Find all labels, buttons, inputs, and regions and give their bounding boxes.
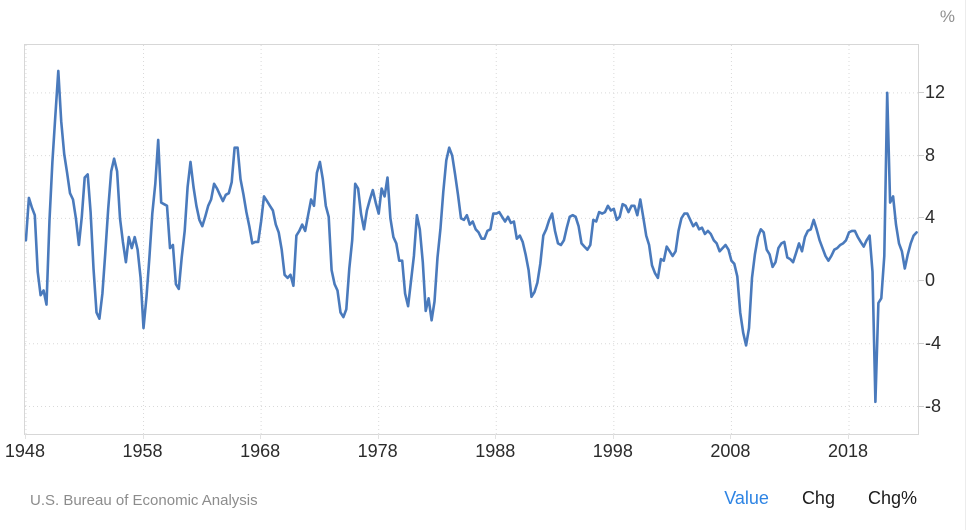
x-tick-label: 1968: [240, 441, 281, 461]
x-tick-mark: [495, 434, 497, 439]
gdp-growth-line-chart: [25, 45, 918, 434]
y-tick-label: 0: [925, 270, 936, 291]
view-tabs: Value Chg Chg%: [724, 488, 917, 509]
x-tick-label: 1998: [592, 441, 633, 461]
y-tick-mark: [918, 280, 924, 282]
y-tick-mark: [918, 91, 924, 93]
y-tick-label: 8: [925, 144, 936, 165]
x-tick-label: 1948: [4, 441, 45, 461]
chart-plot-area[interactable]: [24, 44, 919, 435]
y-tick-mark: [918, 154, 924, 156]
y-tick-label: 4: [925, 207, 936, 228]
y-tick-label: 12: [925, 81, 946, 102]
tab-chg[interactable]: Chg: [801, 488, 835, 508]
y-tick-mark: [918, 342, 924, 344]
y-tick-mark: [918, 217, 924, 219]
panel-divider: [965, 0, 966, 530]
tab-chg-pct[interactable]: Chg%: [867, 488, 917, 508]
x-tick-mark: [377, 434, 379, 439]
tab-value[interactable]: Value: [724, 488, 769, 508]
x-tick-mark: [612, 434, 614, 439]
y-tick-mark: [918, 405, 924, 407]
x-tick-mark: [142, 434, 144, 439]
x-tick-label: 2018: [827, 441, 868, 461]
y-axis-unit-label: %: [939, 7, 955, 26]
x-tick-mark: [24, 434, 26, 439]
x-tick-mark: [847, 434, 849, 439]
x-tick-mark: [730, 434, 732, 439]
x-tick-mark: [260, 434, 262, 439]
x-tick-label: 2008: [710, 441, 751, 461]
gdp-growth-data-line: [25, 69, 918, 404]
source-attribution: U.S. Bureau of Economic Analysis: [30, 492, 258, 509]
x-tick-label: 1958: [122, 441, 163, 461]
y-tick-label: -4: [925, 332, 942, 353]
y-tick-label: -8: [925, 395, 942, 416]
x-tick-label: 1988: [475, 441, 516, 461]
x-tick-label: 1978: [357, 441, 398, 461]
